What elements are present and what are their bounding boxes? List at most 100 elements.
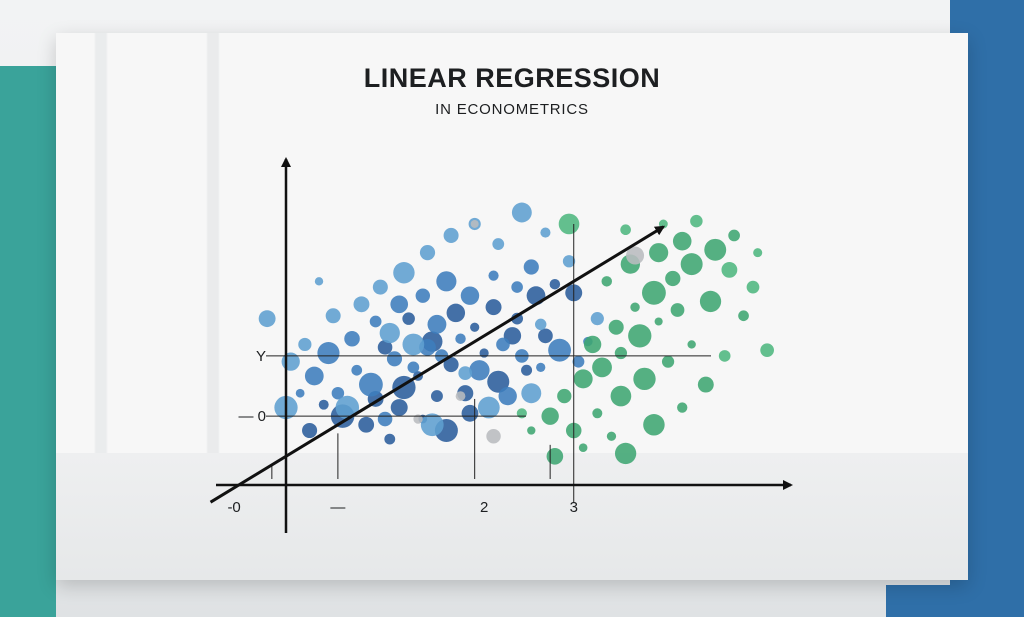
data-point: [331, 386, 345, 400]
data-point: [583, 335, 602, 354]
data-point: [699, 290, 722, 313]
data-point: [746, 280, 760, 294]
data-point: [672, 231, 692, 251]
data-point: [455, 391, 466, 401]
data-point: [511, 281, 523, 293]
teal-accent-panel: [0, 66, 56, 617]
data-point: [318, 399, 329, 410]
data-point: [351, 364, 363, 376]
data-point: [496, 337, 510, 352]
data-point: [654, 317, 663, 326]
data-point: [325, 308, 341, 324]
data-point: [592, 357, 612, 378]
data-point: [486, 429, 501, 444]
data-point: [386, 351, 403, 367]
data-point: [601, 276, 612, 287]
data-point: [470, 322, 480, 332]
data-point: [295, 388, 305, 398]
axes: [216, 157, 793, 533]
data-point: [548, 338, 571, 362]
data-point: [258, 310, 276, 328]
data-point: [413, 414, 423, 424]
data-point: [358, 416, 375, 433]
data-point: [534, 318, 547, 331]
data-point: [536, 362, 546, 373]
data-point: [455, 333, 466, 344]
data-point: [379, 322, 400, 344]
x-tick-label: —: [330, 499, 345, 516]
data-point: [488, 270, 499, 281]
data-point: [460, 286, 480, 305]
tick-labels: -0 — 2 3 Y — 0: [227, 348, 577, 516]
data-point: [477, 396, 500, 419]
data-point: [469, 360, 490, 381]
data-point: [620, 224, 631, 236]
data-point: [527, 426, 536, 435]
data-point: [458, 366, 473, 380]
window-light-background: [56, 33, 536, 453]
data-point: [298, 337, 312, 352]
data-point: [614, 442, 637, 465]
data-point: [614, 346, 628, 360]
data-point: [359, 372, 383, 397]
data-point: [443, 227, 459, 243]
data-point: [546, 448, 564, 465]
data-point: [677, 402, 688, 413]
data-point: [393, 262, 415, 284]
data-point: [369, 315, 382, 328]
data-point: [670, 303, 685, 317]
data-point: [344, 330, 360, 347]
data-point: [390, 295, 409, 314]
data-point: [281, 352, 300, 371]
data-point: [516, 408, 527, 419]
data-point: [610, 385, 632, 407]
regression-chart: -0 — 2 3 Y — 0: [209, 157, 793, 533]
chart-subtitle: IN ECONOMETRICS: [435, 101, 589, 118]
data-point: [461, 404, 479, 422]
data-point: [690, 214, 703, 228]
data-point: [558, 213, 580, 235]
scatter-points: [258, 202, 774, 465]
data-point: [443, 356, 459, 373]
floor-background: [56, 453, 968, 580]
data-point: [487, 370, 510, 393]
data-point: [526, 286, 546, 306]
data-point: [721, 261, 738, 278]
data-point: [419, 245, 436, 261]
data-point: [630, 302, 640, 312]
data-point: [642, 280, 666, 305]
data-point: [704, 238, 727, 261]
data-point: [521, 383, 542, 404]
data-point: [302, 422, 318, 439]
data-point: [521, 364, 533, 376]
data-point: [402, 333, 425, 356]
data-point: [592, 408, 603, 419]
data-point: [377, 340, 393, 355]
trend-line-group: [209, 225, 666, 504]
data-point: [665, 270, 681, 287]
data-point: [538, 328, 553, 344]
data-point: [541, 407, 559, 425]
data-point: [446, 303, 466, 323]
blue-accent-panel-lower: [886, 585, 1024, 617]
data-point: [402, 312, 415, 325]
data-point: [687, 340, 696, 349]
data-point: [728, 229, 740, 242]
chart-title: LINEAR REGRESSION: [363, 63, 661, 93]
y-tick-label: Y: [256, 348, 266, 365]
data-point: [390, 399, 408, 417]
data-point: [511, 202, 532, 223]
data-point: [384, 433, 396, 445]
data-point: [420, 413, 444, 437]
data-point: [578, 443, 588, 453]
data-point: [628, 324, 652, 348]
data-point: [697, 376, 714, 393]
data-point: [314, 277, 324, 286]
data-point: [562, 255, 576, 268]
data-point: [492, 238, 505, 250]
data-point: [523, 259, 539, 275]
regression-line: [209, 225, 666, 504]
data-point: [549, 278, 561, 290]
x-tick-label: -0: [227, 499, 240, 516]
data-point: [353, 296, 370, 313]
